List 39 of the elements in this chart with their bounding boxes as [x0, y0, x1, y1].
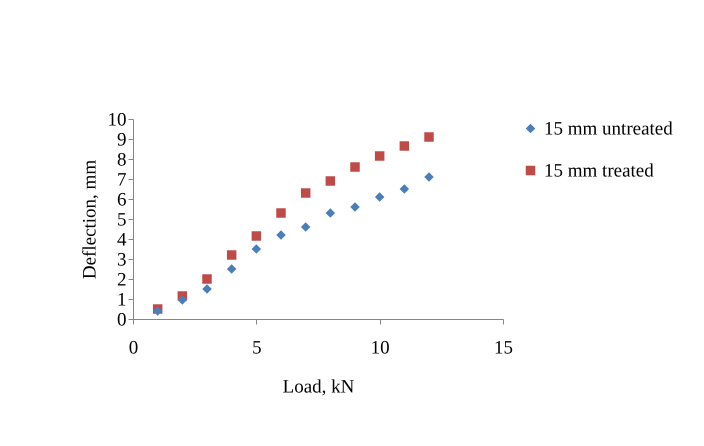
x-tick-label: 5	[252, 338, 262, 358]
x-tick-label: 10	[370, 338, 390, 358]
x-tick-label: 15	[494, 338, 513, 358]
point	[400, 184, 410, 194]
y-tick-label: 10	[108, 110, 126, 130]
legend-label: 15 mm untreated	[544, 118, 674, 140]
point	[350, 202, 360, 212]
point	[326, 176, 336, 186]
point	[374, 192, 384, 202]
point	[202, 274, 212, 284]
point	[252, 244, 262, 254]
y-tick-label: 2	[117, 270, 126, 290]
point	[374, 151, 384, 161]
y-tick-label: 9	[117, 130, 126, 150]
point	[400, 141, 410, 151]
point	[424, 172, 434, 182]
point	[350, 162, 360, 172]
x-axis-title: Load, kN	[282, 376, 355, 398]
y-tick-label: 0	[117, 310, 126, 330]
point	[226, 250, 236, 260]
point	[276, 230, 286, 240]
point	[202, 284, 212, 294]
point	[424, 132, 434, 142]
y-tick-label: 5	[117, 210, 126, 230]
legend-label: 15 mm treated	[544, 160, 654, 182]
point	[300, 222, 310, 232]
point	[326, 208, 336, 218]
point	[276, 208, 286, 218]
y-tick-label: 4	[117, 230, 127, 250]
y-tick-label: 1	[117, 290, 126, 310]
y-tick-label: 7	[117, 170, 126, 190]
y-tick-label: 6	[117, 190, 126, 210]
y-tick-label: 3	[117, 250, 126, 270]
point	[226, 264, 236, 274]
point	[300, 188, 310, 198]
point	[178, 295, 188, 305]
y-axis-title: Deflection, mm	[80, 160, 100, 280]
point	[252, 231, 262, 241]
y-tick-label: 8	[117, 150, 126, 170]
